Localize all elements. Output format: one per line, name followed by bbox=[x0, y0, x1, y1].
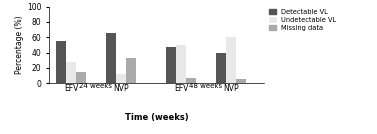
Bar bbox=[76, 72, 86, 83]
X-axis label: Time (weeks): Time (weeks) bbox=[125, 113, 188, 122]
Bar bbox=[126, 58, 135, 83]
Legend: Detectable VL, Undetectable VL, Missing data: Detectable VL, Undetectable VL, Missing … bbox=[270, 8, 337, 31]
Bar bbox=[176, 45, 186, 83]
Bar bbox=[226, 37, 236, 83]
Bar bbox=[216, 53, 226, 83]
Bar bbox=[116, 74, 126, 83]
Y-axis label: Percentage (%): Percentage (%) bbox=[15, 16, 24, 74]
Bar bbox=[66, 62, 76, 83]
Bar bbox=[166, 47, 176, 83]
Text: 48 weeks: 48 weeks bbox=[190, 83, 222, 89]
Bar bbox=[186, 78, 196, 83]
Text: 24 weeks: 24 weeks bbox=[79, 83, 112, 89]
Bar bbox=[56, 41, 66, 83]
Bar bbox=[106, 33, 116, 83]
Bar bbox=[236, 79, 246, 83]
